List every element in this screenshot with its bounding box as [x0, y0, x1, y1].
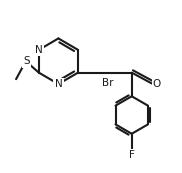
Text: F: F — [129, 150, 135, 160]
Text: S: S — [23, 56, 30, 66]
Text: N: N — [55, 79, 62, 89]
Text: O: O — [153, 79, 161, 89]
Text: Br: Br — [102, 78, 113, 88]
Text: N: N — [35, 45, 43, 55]
